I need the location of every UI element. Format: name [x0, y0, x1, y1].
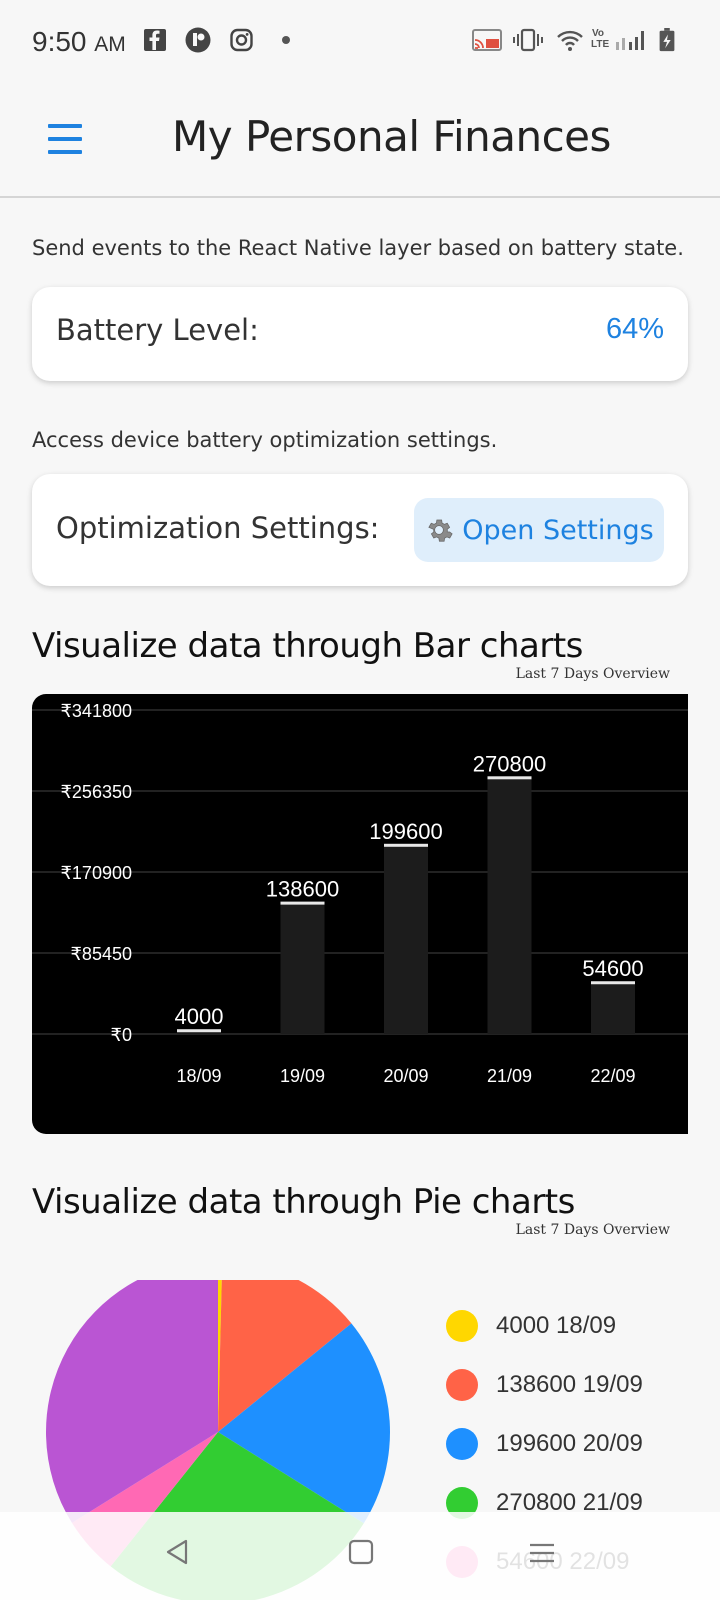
bar-y-tick-label: ₹170900 — [60, 863, 132, 883]
home-icon[interactable] — [348, 1539, 374, 1565]
battery-card: Battery Level: 64% — [32, 287, 688, 381]
pie-section-title: Visualize data through Pie charts — [32, 1182, 575, 1222]
bar-x-tick-label: 22/09 — [590, 1066, 635, 1086]
cast-icon — [472, 29, 502, 51]
legend-item: 199600 20/09 — [446, 1414, 706, 1473]
bar-section-subtitle: Last 7 Days Overview — [515, 666, 670, 682]
legend-label: 199600 20/09 — [496, 1429, 643, 1457]
status-time: 9:50 AM — [32, 26, 126, 58]
bar-top-line — [177, 1029, 221, 1033]
optimization-label: Optimization Settings: — [56, 511, 380, 545]
signal-icon — [616, 31, 644, 50]
page-title: My Personal Finances — [172, 112, 611, 161]
bar-top-line — [487, 776, 532, 780]
bar-value-label: 199600 — [369, 819, 442, 844]
bar-x-tick-label: 18/09 — [176, 1066, 221, 1086]
vibrate-icon — [513, 28, 543, 52]
instagram-icon — [230, 28, 253, 52]
battery-label: Battery Level: — [56, 313, 259, 347]
pie-slice — [218, 1323, 390, 1524]
bar-chart-canvas: ₹0 ₹85450 ₹170900 ₹256350 ₹341800 4000 18/09 13… — [32, 701, 688, 1086]
legend-item: 138600 19/09 — [446, 1355, 706, 1414]
facebook-icon — [144, 29, 166, 51]
menu-icon[interactable] — [48, 124, 82, 154]
legend-label: 138600 19/09 — [496, 1370, 643, 1398]
battery-description: Send events to the React Native layer ba… — [32, 236, 684, 260]
app-icon — [185, 27, 211, 53]
pie-slice — [218, 1280, 222, 1432]
navigation-bar — [0, 1512, 720, 1600]
legend-color-dot — [446, 1309, 478, 1342]
bar-top-line — [384, 843, 428, 847]
open-settings-label: Open Settings — [462, 514, 654, 546]
optimization-description: Access device battery optimization setti… — [32, 428, 498, 452]
pie-section-subtitle: Last 7 Days Overview — [515, 1222, 670, 1238]
bar-x-tick-label: 21/09 — [487, 1066, 532, 1086]
battery-value: 64% — [605, 313, 664, 345]
open-settings-button[interactable]: Open Settings — [414, 498, 664, 562]
volte-icon: Vo LTE — [591, 28, 610, 50]
bar-x-tick-label: 20/09 — [383, 1066, 428, 1086]
bar-value-label: 54600 — [582, 956, 643, 981]
bar-y-tick-label: ₹0 — [111, 1025, 132, 1045]
time-value: 9:50 — [32, 26, 87, 57]
legend-item: 270800 21/09 — [446, 1473, 706, 1532]
back-icon[interactable] — [164, 1538, 190, 1566]
bar-top-line — [591, 981, 635, 985]
gear-icon — [428, 519, 453, 542]
optimization-card: Optimization Settings: — [32, 474, 688, 586]
bar-value-label: 270800 — [473, 751, 546, 776]
legend-color-dot — [446, 1368, 478, 1401]
pie-slice — [46, 1280, 218, 1523]
bar-top-line — [280, 901, 325, 905]
bar-x-tick-label: 19/09 — [280, 1066, 325, 1086]
bar — [591, 982, 635, 1034]
time-ampm: AM — [94, 33, 126, 56]
bar-section-title: Visualize data through Bar charts — [32, 626, 583, 666]
bar-value-label: 4000 — [175, 1004, 224, 1029]
recents-icon[interactable] — [528, 1542, 556, 1564]
legend-color-dot — [446, 1427, 478, 1460]
bar — [280, 902, 325, 1034]
app-header — [0, 80, 720, 198]
legend-item: 4000 18/09 — [446, 1296, 706, 1355]
bar — [487, 777, 532, 1034]
pie-slice — [218, 1280, 352, 1432]
legend-label: 4000 18/09 — [496, 1311, 617, 1339]
bar-y-tick-label: ₹85450 — [70, 944, 132, 964]
dot-icon — [282, 36, 290, 44]
bar — [384, 844, 428, 1034]
bar-chart: ₹0 ₹85450 ₹170900 ₹256350 ₹341800 4000 18/09 13… — [32, 694, 688, 1134]
bar-y-tick-label: ₹341800 — [60, 701, 132, 721]
battery-charging-icon — [659, 28, 675, 52]
bar-value-label: 138600 — [266, 877, 339, 902]
legend-label: 270800 21/09 — [496, 1488, 643, 1516]
wifi-icon — [557, 30, 583, 51]
bar-y-tick-label: ₹256350 — [60, 782, 132, 802]
